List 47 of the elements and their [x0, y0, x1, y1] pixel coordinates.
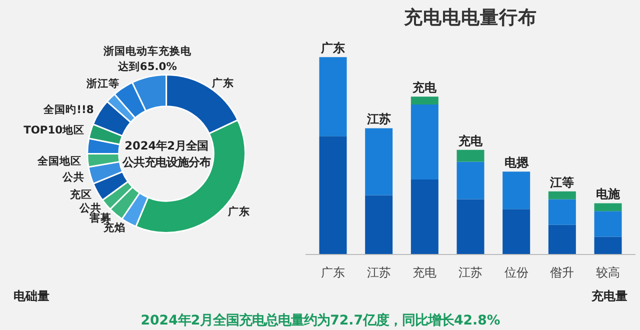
- slice-label: 浙江等: [85, 77, 120, 90]
- bar: [410, 96, 438, 105]
- bar: [594, 236, 622, 254]
- annotation: 江苏: [366, 112, 391, 126]
- bar: [548, 199, 576, 225]
- bar: [502, 209, 530, 254]
- bar: [548, 224, 576, 254]
- bar: [319, 57, 347, 136]
- slice-label: 全国地区: [36, 154, 82, 168]
- x-tick-label: 江苏: [366, 266, 391, 280]
- text: 广东: [320, 41, 345, 56]
- x-tick-label: 江苏: [458, 266, 482, 280]
- slice-label: 全国旳!!8: [42, 103, 94, 116]
- slice-label: 广东: [226, 205, 250, 218]
- annotation: 充电: [412, 80, 438, 95]
- bar: [319, 136, 347, 254]
- x-tick-label: 较高: [596, 266, 620, 280]
- x-tick-label: 偺升: [550, 266, 574, 280]
- bar: [456, 199, 484, 254]
- text: 电础量: [13, 288, 50, 303]
- slice-label: 浙国电动车充换电达到65.0%: [102, 44, 192, 74]
- bar: [410, 180, 438, 254]
- chart-title: 充电电电量行布: [403, 6, 537, 28]
- annotation: 充电: [458, 134, 484, 148]
- bar: [456, 150, 484, 162]
- annotation: 电摁: [504, 156, 530, 170]
- bar: [594, 203, 622, 212]
- x-tick-label: 位份: [504, 266, 528, 280]
- annotation: 电施: [596, 187, 621, 202]
- bar: [548, 191, 576, 200]
- bar: [502, 172, 530, 210]
- bar: [365, 128, 393, 196]
- bar: [594, 211, 622, 237]
- text: 2024年2月全国公共充电设施分布: [121, 138, 210, 170]
- x-tick-label: 广东: [321, 266, 345, 280]
- bar: [365, 195, 393, 254]
- slice-label: 公共: [78, 201, 102, 214]
- slice-label: 公共: [61, 170, 84, 184]
- text: 充电量: [590, 288, 628, 303]
- slice-label: 充区: [68, 188, 92, 201]
- annotation: 江等: [549, 175, 574, 190]
- x-tick-label: 充电: [412, 266, 437, 280]
- bar: [410, 104, 438, 180]
- bar: [456, 162, 484, 200]
- slice-label: TOP10地区: [24, 123, 85, 136]
- text: 2024年2月全国充电总电量约为72.7亿度，同比增长42.8%: [140, 312, 500, 328]
- slice-label: 广东: [210, 76, 234, 90]
